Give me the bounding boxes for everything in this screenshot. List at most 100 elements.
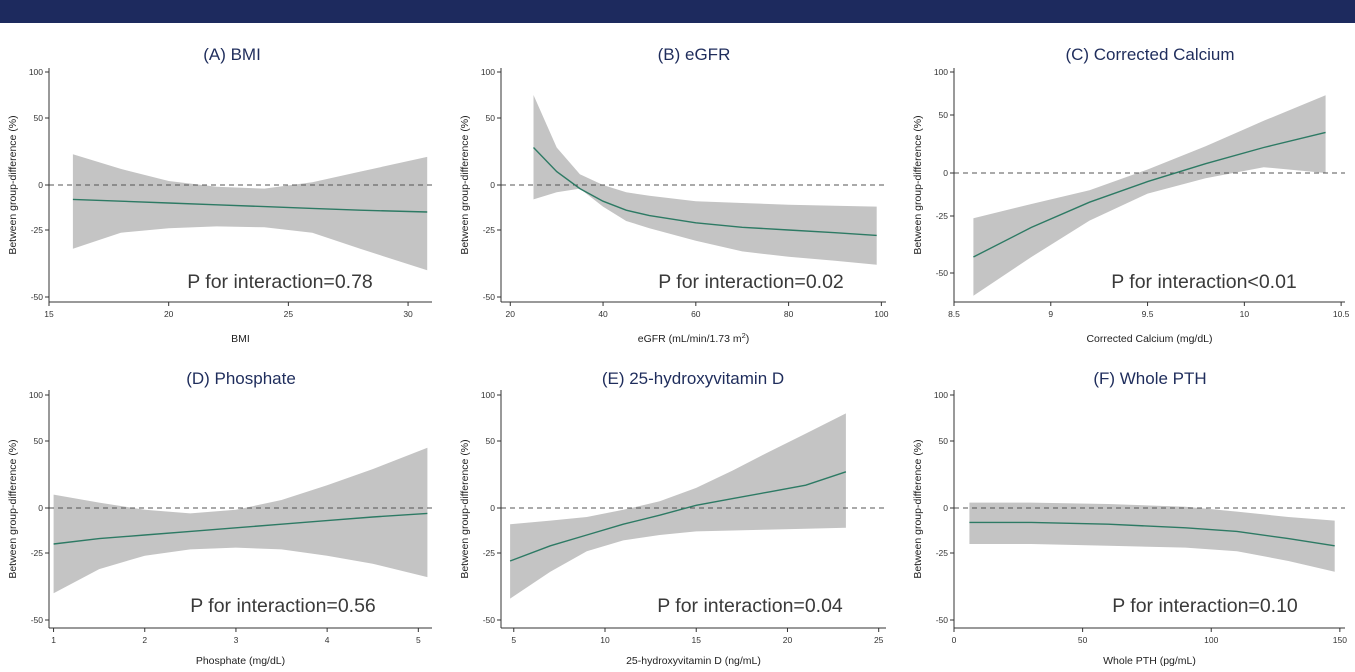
y-tick-label: 0 — [490, 180, 495, 190]
p-value-annotation: P for interaction=0.02 — [658, 271, 844, 293]
x-tick-label: 40 — [598, 309, 608, 319]
y-tick-label: -50 — [936, 615, 949, 625]
y-axis-title: Between group-difference (%) — [459, 439, 471, 578]
y-tick-label: 0 — [943, 503, 948, 513]
x-axis-title: BMI — [231, 333, 250, 345]
x-tick-label: 3 — [234, 635, 239, 645]
x-tick-label: 100 — [1204, 635, 1218, 645]
y-axis-title: Between group-difference (%) — [912, 115, 924, 254]
confidence-band — [973, 95, 1326, 296]
panel-title: (C) Corrected Calcium — [1065, 45, 1234, 64]
y-tick-label: 50 — [34, 113, 44, 123]
x-tick-label: 0 — [952, 635, 957, 645]
y-tick-label: -25 — [483, 225, 496, 235]
x-tick-label: 4 — [325, 635, 330, 645]
y-tick-label: -25 — [936, 211, 949, 221]
x-tick-label: 10 — [600, 635, 610, 645]
x-axis-title: Whole PTH (pg/mL) — [1103, 655, 1196, 667]
panel-title: (A) BMI — [203, 45, 261, 64]
x-tick-label: 15 — [44, 309, 54, 319]
y-tick-label: -50 — [31, 292, 44, 302]
x-axis-title-superscript: 2 — [742, 331, 746, 340]
x-tick-label: 25 — [874, 635, 884, 645]
y-tick-label: 100 — [29, 67, 43, 77]
x-tick-label: 10 — [1240, 309, 1250, 319]
y-tick-label: 50 — [486, 436, 496, 446]
y-tick-label: 100 — [29, 390, 43, 400]
x-tick-label: 100 — [874, 309, 888, 319]
estimate-line — [973, 131, 1326, 258]
y-axis-title: Between group-difference (%) — [912, 439, 924, 578]
y-tick-label: 0 — [38, 180, 43, 190]
x-axis-title-close: ) — [746, 333, 750, 345]
x-tick-label: 60 — [691, 309, 701, 319]
x-axis-title-main: eGFR (mL/min/1.73 m — [638, 333, 742, 345]
confidence-band — [969, 502, 1335, 572]
chart-panel: 100 50 0 -25 -50 8.5 9 9.5 10 10.5 Between group-d… — [912, 45, 1350, 345]
p-value-annotation: P for interaction=0.04 — [657, 595, 843, 617]
y-tick-label: 0 — [943, 168, 948, 178]
x-tick-label: 2 — [142, 635, 147, 645]
panel-title: (F) Whole PTH — [1093, 369, 1206, 388]
y-tick-label: -50 — [31, 615, 44, 625]
y-axis-title: Between group-difference (%) — [459, 115, 471, 254]
y-tick-label: 100 — [481, 67, 495, 77]
y-tick-label: -50 — [483, 292, 496, 302]
confidence-band — [72, 154, 428, 271]
chart-panel: 100 50 0 -25 -50 1 2 3 4 5 Between group-differenc… — [7, 369, 432, 667]
x-axis-title: 25-hydroxyvitamin D (ng/mL) — [626, 655, 761, 667]
x-tick-label: 5 — [416, 635, 421, 645]
x-tick-label: 80 — [784, 309, 794, 319]
x-tick-label: 9.5 — [1142, 309, 1154, 319]
x-tick-label: 25 — [284, 309, 294, 319]
estimate-line — [53, 512, 428, 545]
chart-panel: 100 50 0 -25 -50 5 10 15 20 25 Between group-diffe… — [459, 369, 886, 667]
x-tick-label: 9 — [1048, 309, 1053, 319]
x-tick-label: 20 — [783, 635, 793, 645]
y-tick-label: 100 — [934, 390, 948, 400]
x-axis-title: eGFR (mL/min/1.73 m2) — [638, 331, 750, 346]
confidence-band — [533, 95, 877, 265]
estimate-line — [532, 147, 877, 237]
confidence-band — [510, 413, 846, 599]
y-tick-label: -25 — [31, 548, 44, 558]
x-axis-title: Phosphate (mg/dL) — [196, 655, 285, 667]
estimate-line — [969, 521, 1335, 547]
chart-panel: 100 50 0 -25 -50 20 40 60 80 100 Between group-dif… — [459, 45, 889, 345]
y-tick-label: 0 — [38, 503, 43, 513]
estimate-line — [72, 198, 428, 213]
estimate-line — [509, 471, 847, 562]
x-tick-label: 20 — [506, 309, 516, 319]
y-tick-label: 50 — [939, 110, 949, 120]
x-tick-label: 50 — [1078, 635, 1088, 645]
y-tick-label: 100 — [481, 390, 495, 400]
p-value-annotation: P for interaction=0.56 — [190, 595, 376, 617]
y-tick-label: 50 — [486, 113, 496, 123]
x-tick-label: 30 — [403, 309, 413, 319]
panel-title: (B) eGFR — [658, 45, 731, 64]
y-tick-label: -25 — [31, 225, 44, 235]
x-tick-label: 8.5 — [948, 309, 960, 319]
y-tick-label: 50 — [34, 436, 44, 446]
y-axis-title: Between group-difference (%) — [7, 439, 19, 578]
p-value-annotation: P for interaction<0.01 — [1111, 271, 1297, 293]
x-tick-label: 5 — [511, 635, 516, 645]
x-tick-label: 1 — [51, 635, 56, 645]
y-tick-label: -50 — [483, 615, 496, 625]
x-tick-label: 20 — [164, 309, 174, 319]
y-tick-label: -25 — [483, 548, 496, 558]
confidence-band — [53, 447, 428, 594]
y-tick-label: -50 — [936, 268, 949, 278]
y-tick-label: 100 — [934, 67, 948, 77]
x-tick-label: 15 — [692, 635, 702, 645]
y-axis-title: Between group-difference (%) — [7, 115, 19, 254]
panel-title: (E) 25-hydroxyvitamin D — [602, 369, 784, 388]
x-tick-label: 10.5 — [1333, 309, 1350, 319]
x-tick-label: 150 — [1333, 635, 1347, 645]
x-axis-title: Corrected Calcium (mg/dL) — [1086, 333, 1212, 345]
p-value-annotation: P for interaction=0.78 — [187, 271, 373, 293]
panel-title: (D) Phosphate — [186, 369, 296, 388]
